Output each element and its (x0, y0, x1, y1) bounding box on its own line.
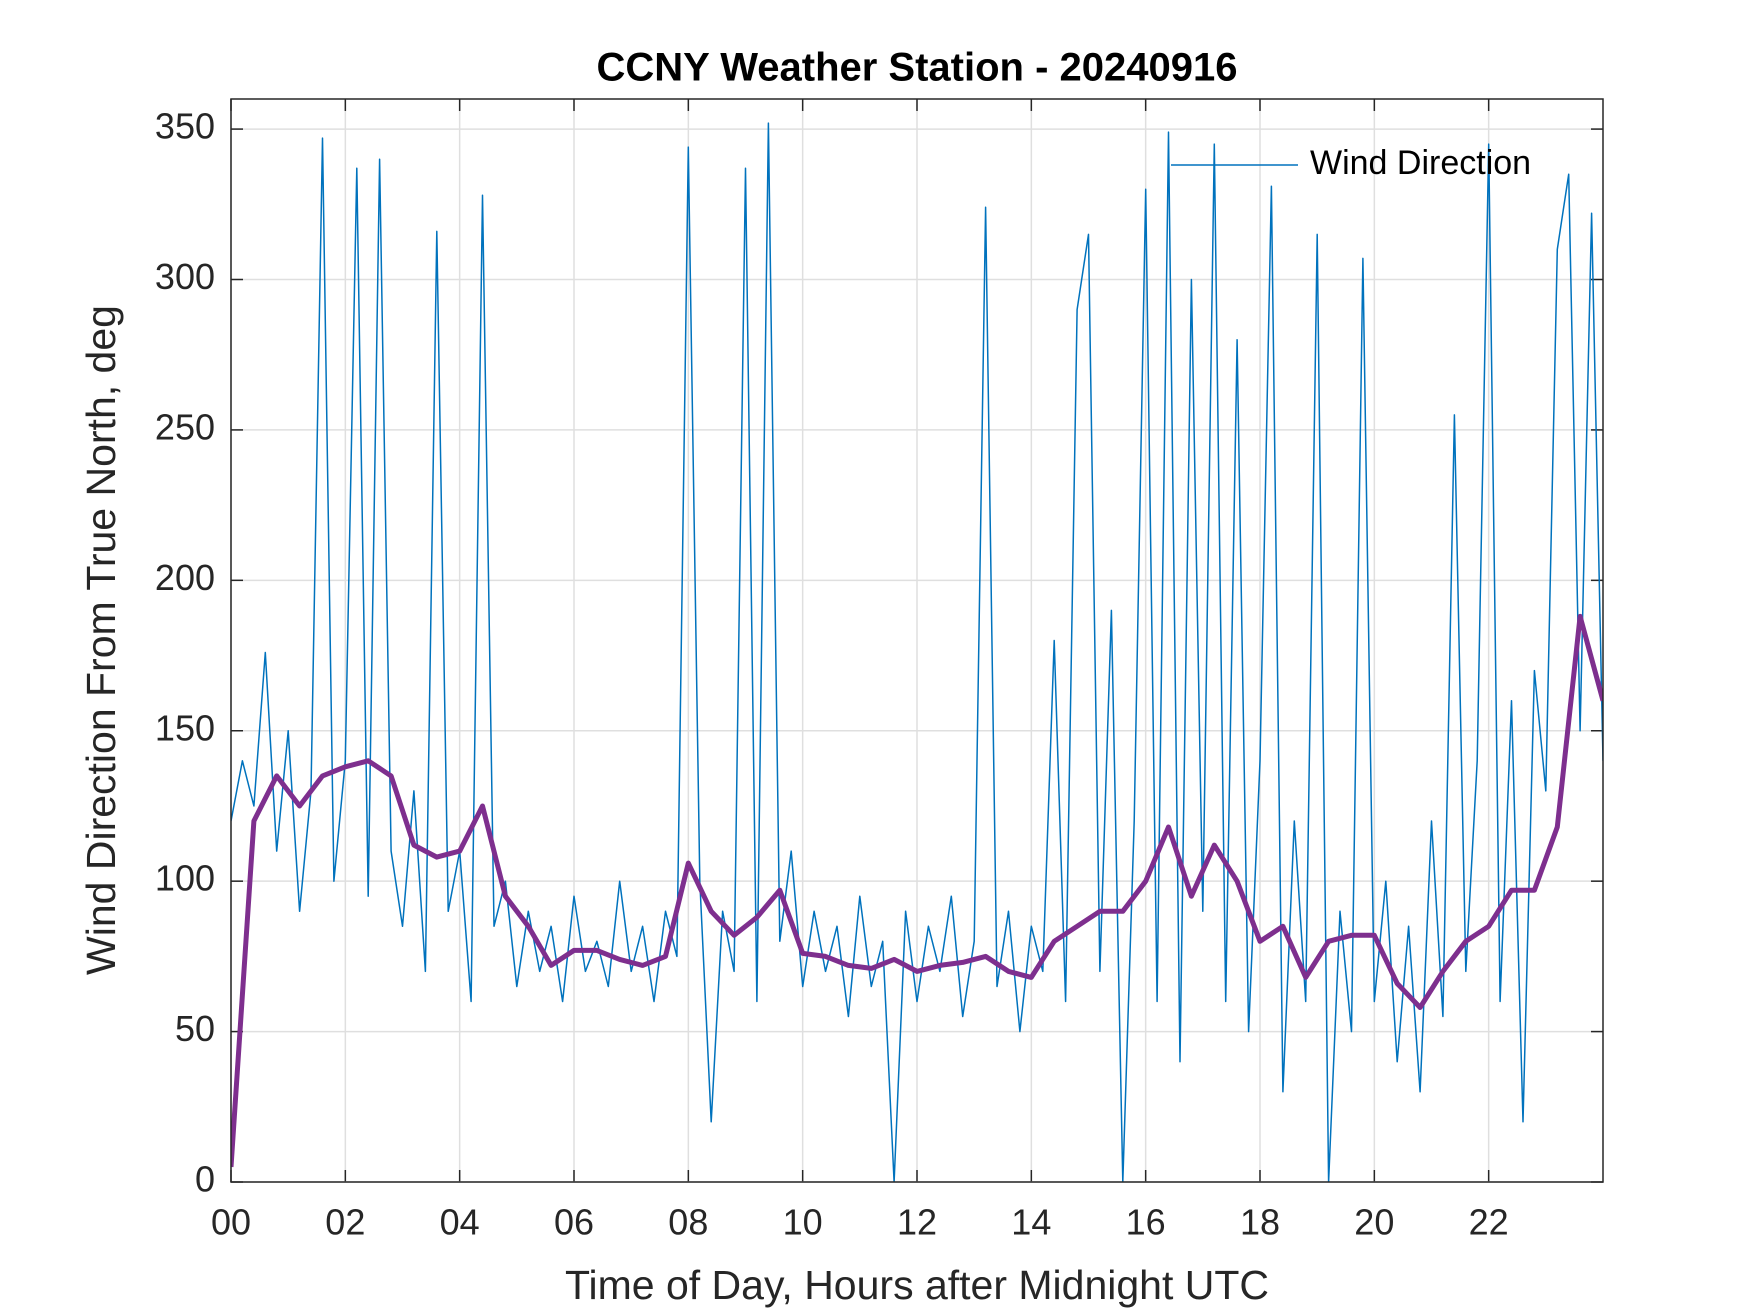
x-tick-label: 10 (783, 1202, 823, 1243)
y-tick-label: 150 (155, 707, 215, 748)
chart-title: CCNY Weather Station - 20240916 (597, 46, 1238, 90)
y-axis-label: Wind Direction From True North, deg (78, 305, 124, 975)
y-tick-label: 50 (175, 1008, 215, 1049)
y-tick-label: 100 (155, 858, 215, 899)
x-tick-label: 22 (1469, 1202, 1509, 1243)
x-axis-label: Time of Day, Hours after Midnight UTC (565, 1262, 1269, 1308)
x-tick-label: 16 (1126, 1202, 1166, 1243)
x-tick-label: 04 (440, 1202, 480, 1243)
x-tick-label: 12 (897, 1202, 937, 1243)
y-tick-label: 350 (155, 106, 215, 147)
x-tick-label: 20 (1354, 1202, 1394, 1243)
y-tick-label: 250 (155, 406, 215, 447)
axes-box (230, 98, 1604, 1183)
legend-label: Wind Direction (1310, 144, 1531, 182)
y-tick-label: 0 (195, 1159, 215, 1200)
x-tick-label: 08 (668, 1202, 708, 1243)
y-tick-label: 300 (155, 256, 215, 297)
x-tick-label: 00 (211, 1202, 251, 1243)
x-tick-label: 02 (325, 1202, 365, 1243)
x-tick-label: 14 (1011, 1202, 1051, 1243)
series-line (231, 613, 1603, 1168)
x-tick-label: 18 (1240, 1202, 1280, 1243)
y-tick-label: 200 (155, 557, 215, 598)
x-tick-label: 06 (554, 1202, 594, 1243)
